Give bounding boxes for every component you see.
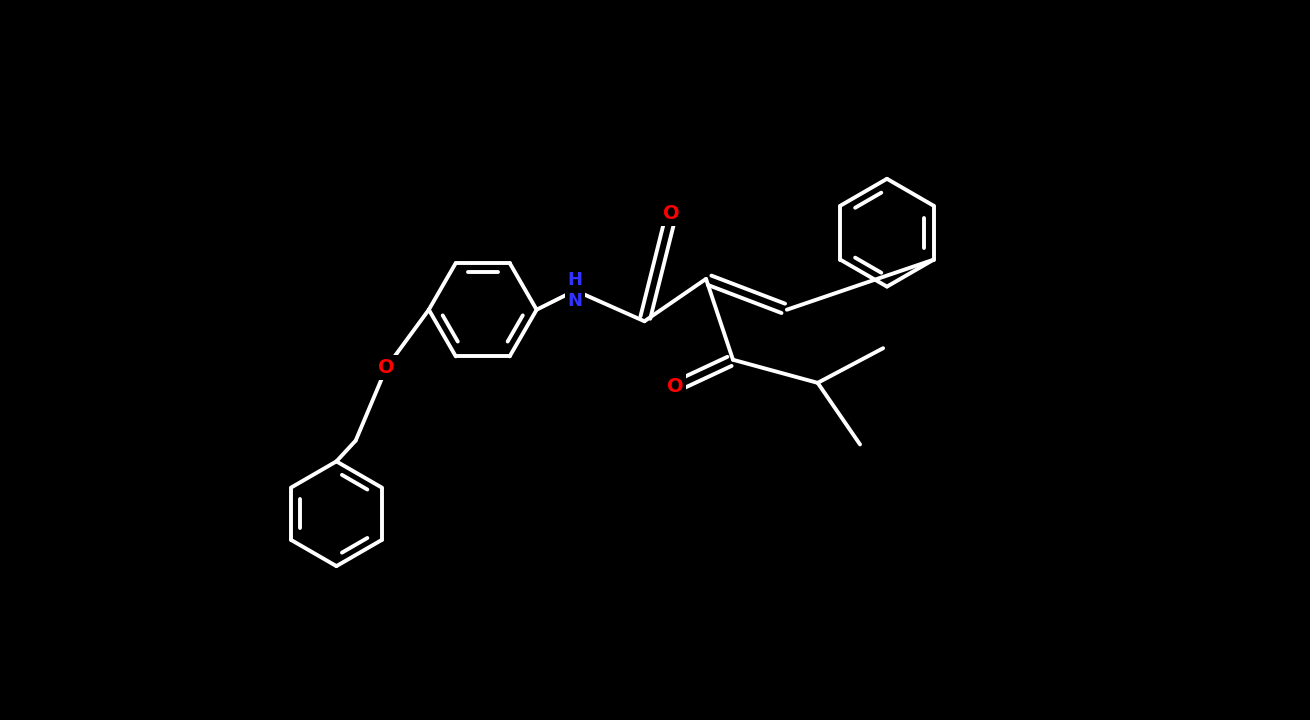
- Text: O: O: [667, 377, 684, 396]
- Text: O: O: [379, 358, 394, 377]
- Text: H
N: H N: [567, 271, 583, 310]
- Text: O: O: [663, 204, 680, 223]
